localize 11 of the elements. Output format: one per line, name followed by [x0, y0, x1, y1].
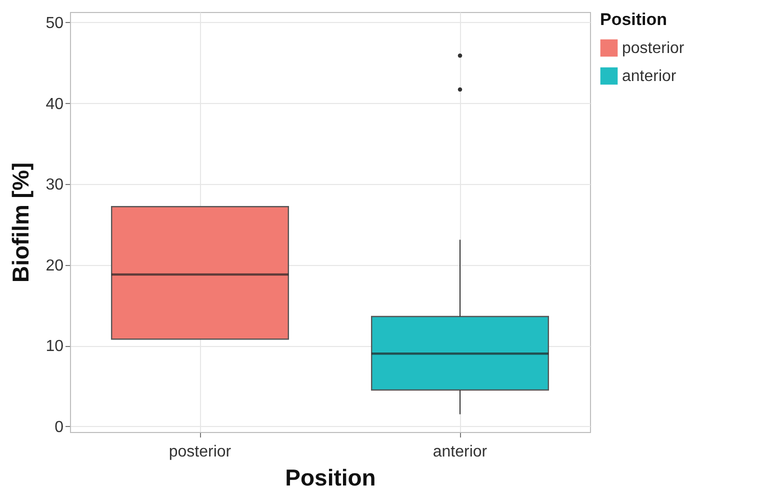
legend-label: anterior — [622, 68, 677, 85]
y-tick-label: 50 — [46, 15, 64, 32]
y-tick-label: 40 — [46, 96, 64, 113]
y-tick-label: 10 — [46, 338, 64, 356]
y-tick-label: 0 — [54, 418, 64, 436]
legend-title: Position — [600, 10, 668, 29]
x-axis-title: Position — [285, 464, 376, 490]
legend-label: posterior — [622, 40, 685, 57]
y-axis-title: Biofilm [%] — [8, 162, 34, 283]
y-tick-label: 20 — [46, 257, 64, 274]
y-tick-label: 30 — [46, 176, 64, 194]
